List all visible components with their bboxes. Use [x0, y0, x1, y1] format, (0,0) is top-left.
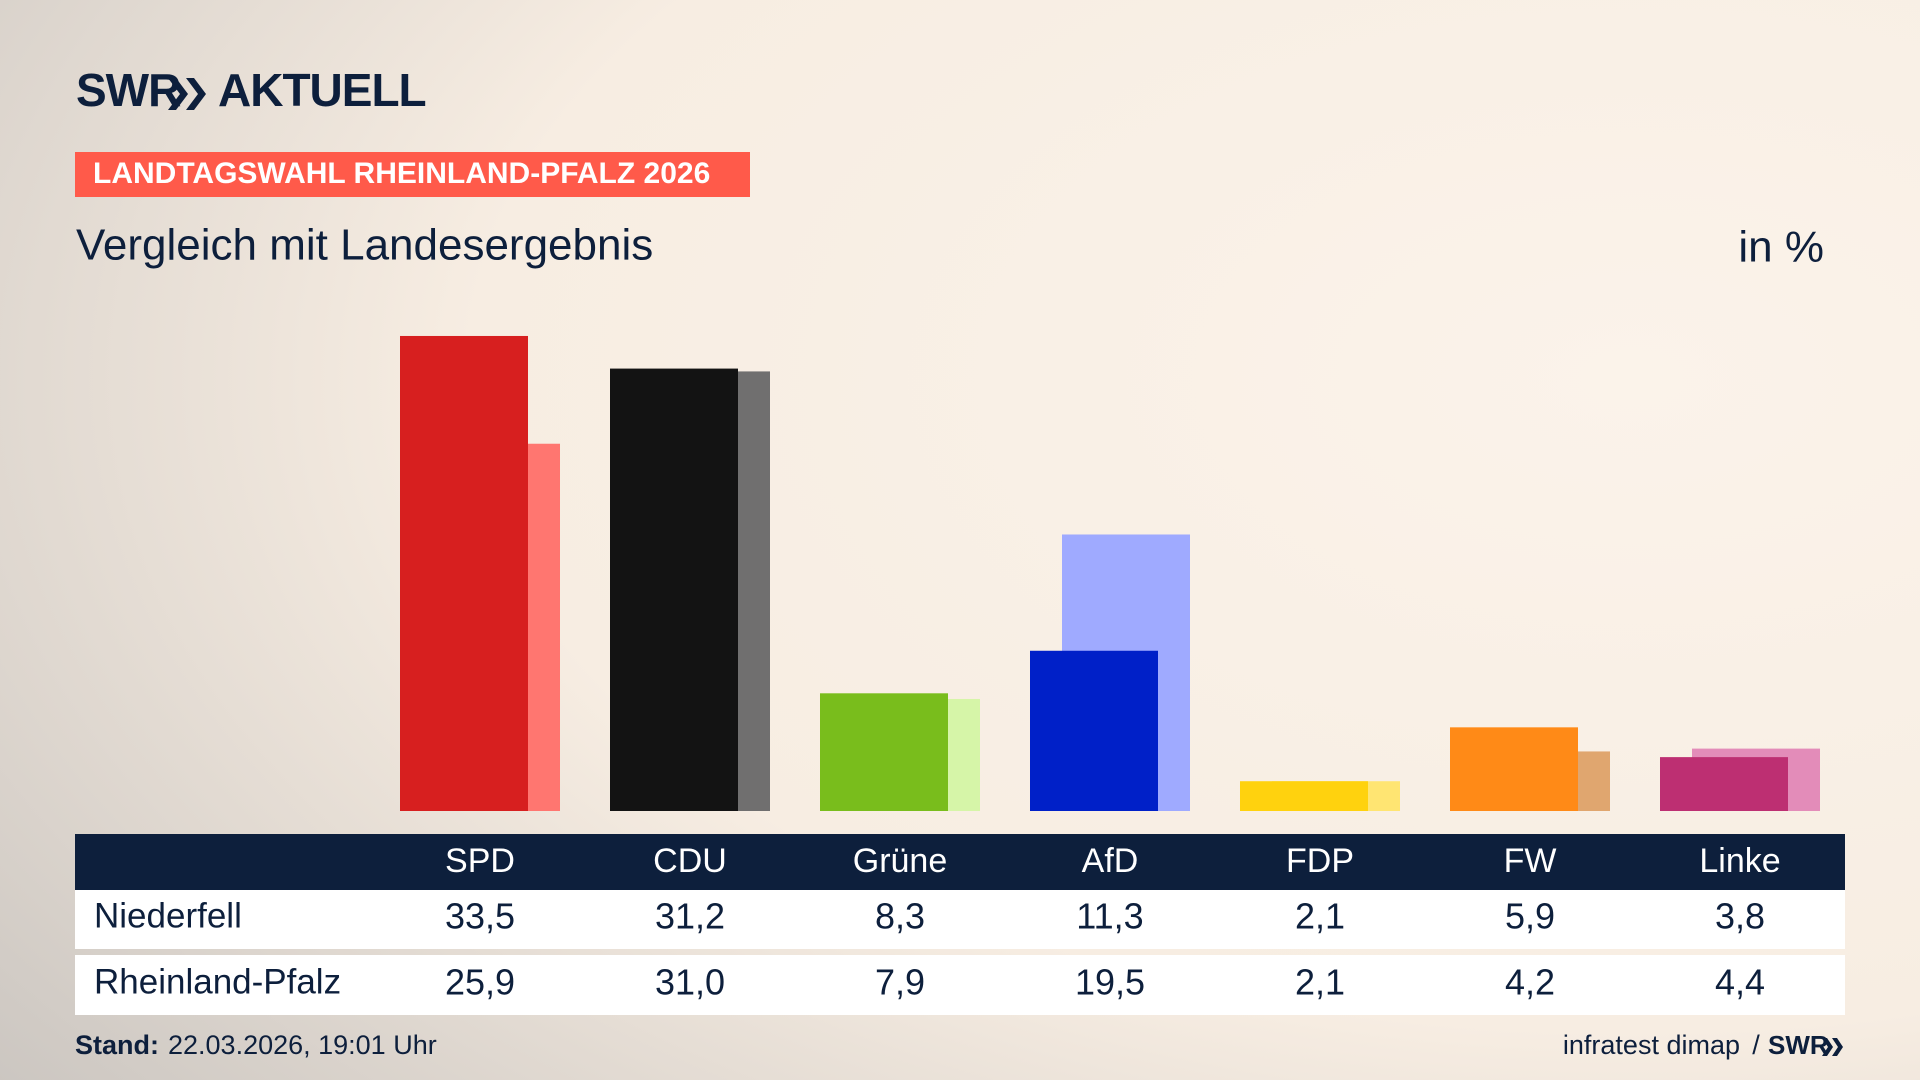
- table: SPD 33,5 25,9 CDU 31,2 31,0 Grüne 8,3 7,9 AfD 11,3…: [94, 842, 1781, 1003]
- logo-chevrons: [168, 78, 206, 110]
- value-label: 31,0: [655, 962, 725, 1003]
- bar: [1450, 727, 1578, 811]
- bar: [1240, 781, 1368, 811]
- category-label: AfD: [1082, 842, 1139, 880]
- stand: 22.03.2026, 19:01 Uhr: [168, 1030, 437, 1060]
- logo-title: AKTUELL: [218, 64, 426, 116]
- value-label: 2,1: [1295, 962, 1345, 1003]
- value-label: 11,3: [1076, 896, 1143, 937]
- table-header: [75, 834, 1845, 890]
- table-row: [75, 890, 1845, 949]
- category-label: FW: [1504, 842, 1557, 880]
- row-label: Niederfell: [94, 896, 242, 935]
- source: infratest dimap: [1563, 1030, 1740, 1060]
- bar: [1030, 650, 1158, 811]
- category-label: Grüne: [853, 842, 948, 880]
- bar: [1660, 757, 1788, 811]
- banner: LANDTAGSWAHL RHEINLAND-PFALZ 2026: [93, 157, 710, 190]
- separator: /: [1752, 1030, 1760, 1060]
- table-row: [75, 955, 1845, 1015]
- banner-bg: [75, 152, 750, 197]
- value-label: 4,4: [1715, 962, 1765, 1003]
- value-label: 8,3: [875, 896, 925, 937]
- footer-logo: SWR: [1768, 1030, 1829, 1060]
- value-label: 3,8: [1715, 896, 1765, 937]
- value-label: 31,2: [655, 896, 725, 937]
- bars: [400, 335, 1820, 811]
- value-label: 2,1: [1295, 896, 1345, 937]
- chart-title: Vergleich mit Landesergebnis: [76, 221, 653, 270]
- bar: [400, 335, 528, 811]
- category-label: SPD: [445, 842, 515, 880]
- value-label: 25,9: [445, 962, 515, 1003]
- value-label: 4,2: [1505, 962, 1555, 1003]
- value-label: 19,5: [1075, 962, 1145, 1003]
- footer-chevrons: [1822, 1038, 1843, 1056]
- unit: in %: [1738, 223, 1824, 272]
- bar: [820, 693, 948, 811]
- value-label: 7,9: [875, 962, 925, 1003]
- bar: [610, 368, 738, 811]
- row-label: Rheinland-Pfalz: [94, 962, 341, 1001]
- logo: SWR: [76, 64, 181, 116]
- category-label: CDU: [653, 842, 727, 880]
- value-label: 5,9: [1505, 896, 1555, 937]
- stand-label: Stand:: [75, 1030, 159, 1060]
- category-label: Linke: [1699, 842, 1780, 880]
- category-label: FDP: [1286, 842, 1354, 880]
- value-label: 33,5: [445, 896, 515, 937]
